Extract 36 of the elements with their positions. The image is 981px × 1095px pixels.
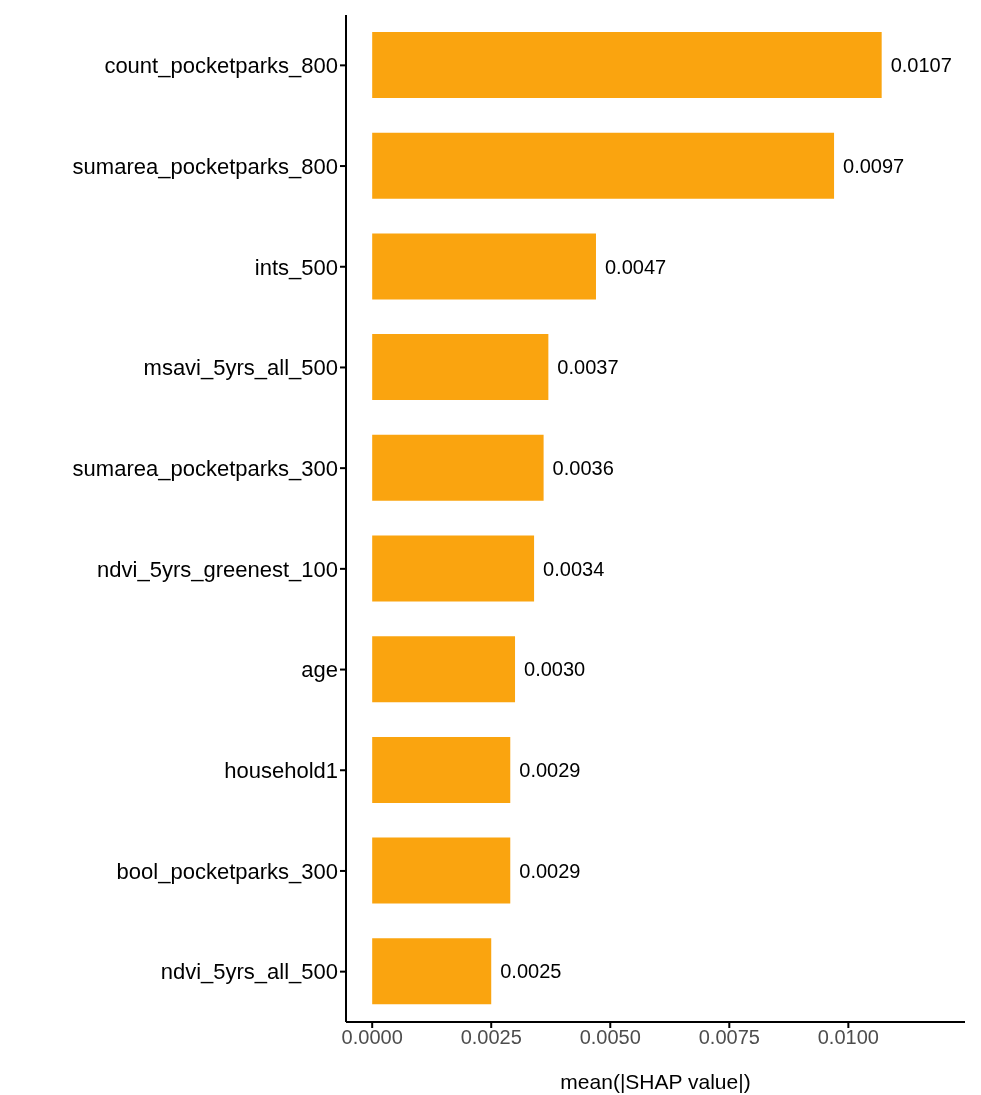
bar <box>372 334 549 401</box>
bar <box>372 938 492 1005</box>
y-tick-label: count_pocketparks_800 <box>104 53 338 79</box>
data-label: 0.0037 <box>557 356 619 379</box>
bar <box>372 736 511 803</box>
y-tick-label: sumarea_pocketparks_300 <box>72 455 338 481</box>
data-label: 0.0034 <box>543 557 605 580</box>
bar <box>372 636 516 703</box>
y-tick-label: ints_500 <box>254 254 338 280</box>
data-label: 0.0097 <box>843 154 905 177</box>
y-tick-label: age <box>301 657 338 683</box>
y-tick-label: ndvi_5yrs_greenest_100 <box>97 556 338 582</box>
y-tick-label: sumarea_pocketparks_800 <box>72 153 338 179</box>
y-tick-label: msavi_5yrs_all_500 <box>143 355 338 381</box>
bar <box>372 535 535 602</box>
bar <box>372 132 835 199</box>
x-tick-label: 0.0050 <box>579 1026 641 1049</box>
data-label: 0.0030 <box>524 658 586 681</box>
bar <box>372 32 882 98</box>
x-tick-label: 0.0100 <box>817 1026 879 1049</box>
y-tick-label: ndvi_5yrs_all_500 <box>160 959 338 985</box>
data-label: 0.0025 <box>500 960 562 983</box>
x-tick-label: 0.0075 <box>698 1026 760 1049</box>
data-label: 0.0029 <box>519 759 581 781</box>
data-label: 0.0047 <box>604 255 667 278</box>
y-tick-label: bool_pocketparks_300 <box>116 858 338 884</box>
data-label: 0.0107 <box>890 54 952 77</box>
x-tick-label: 0.0000 <box>341 1026 403 1049</box>
x-axis-title: mean(|SHAP value|) <box>560 1070 751 1093</box>
y-tick-label: household1 <box>224 758 338 784</box>
bar <box>372 434 544 501</box>
data-label: 0.0036 <box>552 456 614 479</box>
bar <box>372 233 596 300</box>
data-label: 0.0029 <box>519 859 581 882</box>
x-tick-label: 0.0025 <box>460 1026 522 1049</box>
bar <box>372 837 511 904</box>
